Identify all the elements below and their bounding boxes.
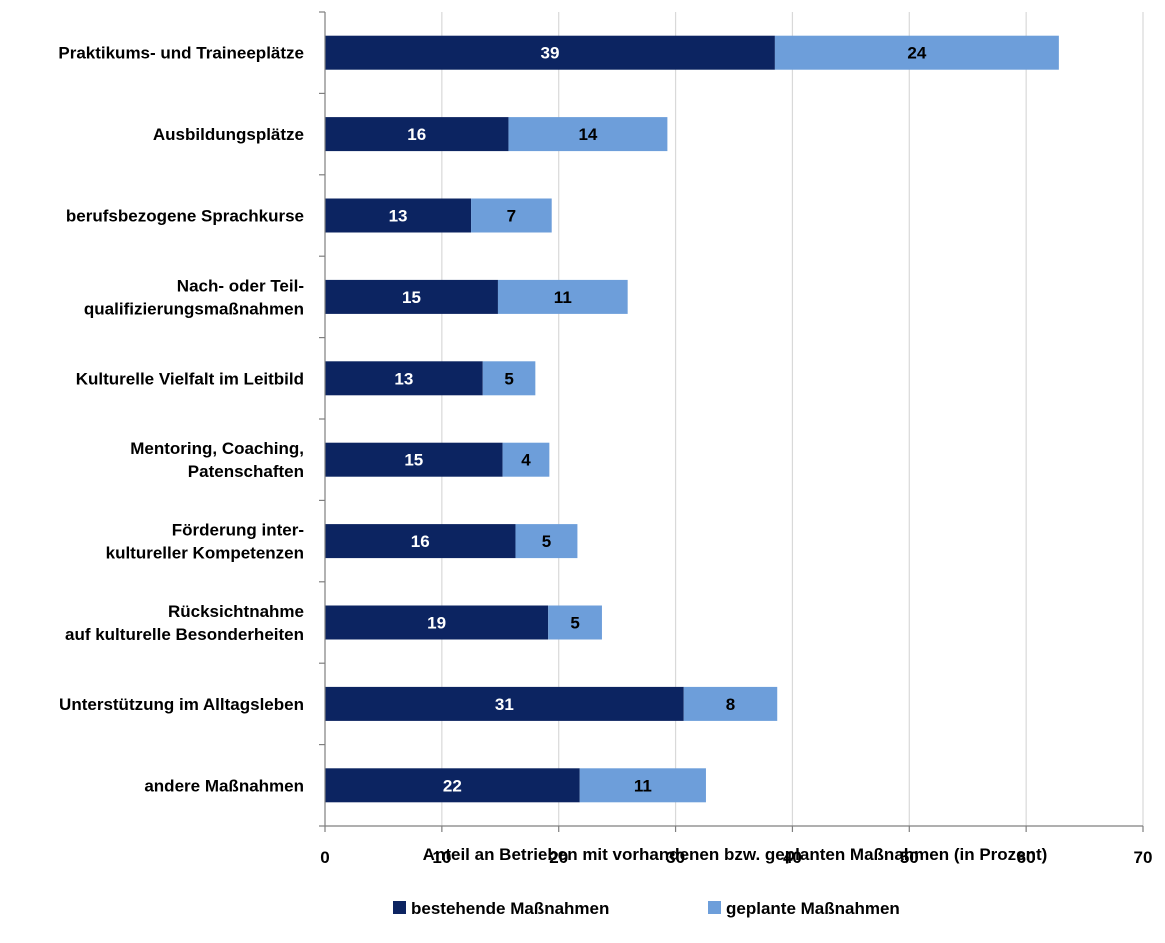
- data-label: 19: [427, 614, 446, 633]
- data-label: 15: [402, 288, 421, 307]
- x-tick-label: 40: [783, 848, 802, 867]
- category-label: andere Maßnahmen: [144, 776, 304, 795]
- data-label: 11: [634, 776, 652, 795]
- data-label: 13: [389, 207, 408, 226]
- bar-segment-existing: [325, 524, 516, 559]
- data-label: 5: [542, 532, 551, 551]
- x-tick-label: 50: [900, 848, 919, 867]
- category-label: Kulturelle Vielfalt im Leitbild: [76, 369, 304, 388]
- category-label: Patenschaften: [188, 462, 304, 481]
- bar-segment-planned: [497, 279, 628, 314]
- category-label: auf kulturelle Besonderheiten: [65, 625, 304, 644]
- data-label: 15: [404, 451, 423, 470]
- category-label: berufsbezogene Sprachkurse: [66, 207, 304, 226]
- bar-segment-existing: [325, 686, 684, 721]
- category-label: Ausbildungsplätze: [153, 125, 304, 144]
- data-labels: 39 24 16 14 13 7 15 11 13 5 15 4 16 5 19 5 31 8 22 11: [389, 44, 927, 796]
- data-label: 14: [578, 125, 597, 144]
- bar-segment-planned: [683, 686, 778, 721]
- legend-label: bestehende Maßnahmen: [411, 899, 609, 918]
- bar-segment-existing: [325, 442, 503, 477]
- category-label: Förderung inter-: [172, 521, 304, 540]
- data-label: 31: [495, 695, 514, 714]
- bar-segment-existing: [325, 279, 498, 314]
- data-label: 5: [504, 369, 513, 388]
- bar-segment-existing: [325, 768, 580, 803]
- category-label: qualifizierungsmaßnahmen: [84, 299, 304, 318]
- bar-segment-existing: [325, 117, 509, 152]
- data-label: 13: [394, 369, 413, 388]
- legend-label: geplante Maßnahmen: [726, 899, 900, 918]
- bar-segment-planned: [471, 198, 552, 233]
- x-tick-label: 60: [1017, 848, 1036, 867]
- bar-segment-planned: [579, 768, 706, 803]
- bar-segment-planned: [508, 117, 668, 152]
- data-label: 39: [540, 44, 559, 63]
- data-label: 4: [521, 451, 531, 470]
- axes: 0 10 20 30 40 50 60 70: [319, 11, 1153, 867]
- category-label: Praktikums- und Traineeplätze: [58, 44, 304, 63]
- data-label: 5: [570, 614, 579, 633]
- category-label: Nach- oder Teil-: [177, 276, 304, 295]
- bar-segment-existing: [325, 361, 483, 396]
- data-label: 11: [554, 288, 572, 307]
- data-label: 8: [726, 695, 735, 714]
- bar-segment-planned: [502, 442, 550, 477]
- legend-swatch: [393, 901, 406, 914]
- category-label: Mentoring, Coaching,: [130, 439, 304, 458]
- data-label: 24: [907, 44, 926, 63]
- category-labels: Praktikums- und Traineeplätze Ausbildungs…: [58, 44, 304, 796]
- category-label: Unterstützung im Alltagsleben: [59, 695, 304, 714]
- legend-swatch: [708, 901, 721, 914]
- bars: [325, 35, 1059, 803]
- bar-segment-planned: [515, 524, 578, 559]
- bar-segment-existing: [325, 198, 472, 233]
- data-label: 22: [443, 776, 462, 795]
- x-tick-label: 10: [432, 848, 451, 867]
- data-label: 16: [407, 125, 426, 144]
- bar-segment-planned: [482, 361, 536, 396]
- category-label: kultureller Kompetenzen: [106, 544, 304, 563]
- x-tick-label: 20: [549, 848, 568, 867]
- data-label: 7: [507, 207, 516, 226]
- x-tick-label: 0: [320, 848, 329, 867]
- category-label: Rücksichtnahme: [168, 602, 304, 621]
- x-axis-title: Anteil an Betrieben mit vorhandenen bzw.…: [423, 845, 1048, 864]
- data-label: 16: [411, 532, 430, 551]
- x-tick-label: 30: [666, 848, 685, 867]
- bar-segment-existing: [325, 35, 775, 70]
- bar-segment-planned: [774, 35, 1059, 70]
- bar-segment-existing: [325, 605, 549, 640]
- x-tick-label: 70: [1134, 848, 1153, 867]
- legend: bestehende Maßnahmen geplante Maßnahmen: [393, 899, 900, 918]
- bar-segment-planned: [548, 605, 602, 640]
